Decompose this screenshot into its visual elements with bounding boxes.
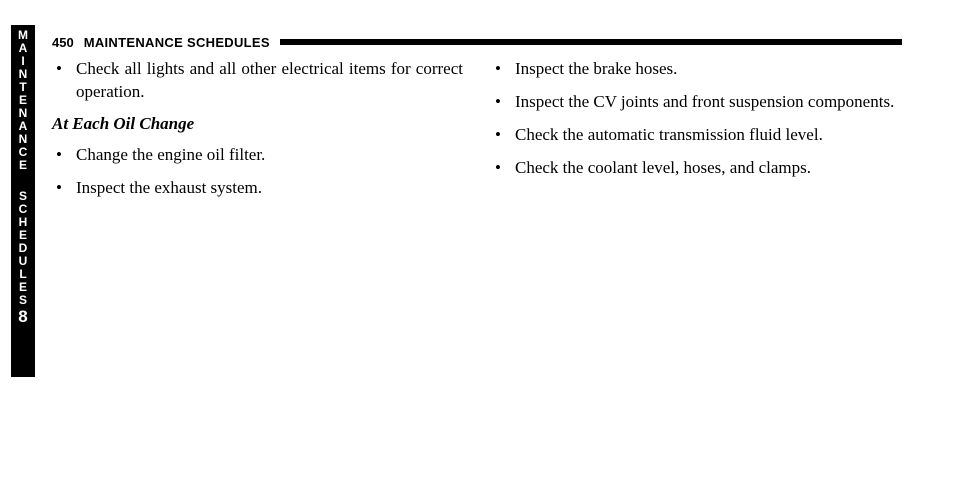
list-item: Inspect the brake hoses. [491,58,902,81]
list-item: Check the coolant level, hoses, and clam… [491,157,902,180]
right-column: Inspect the brake hoses. Inspect the CV j… [491,58,902,210]
bullet-list: Check all lights and all other electrica… [52,58,463,104]
list-item: Inspect the CV joints and front suspensi… [491,91,902,114]
bullet-list: Change the engine oil filter. Inspect the… [52,144,463,200]
header-rule [280,39,902,45]
side-tab-word-maintenance: MAINTENANCE [18,29,28,172]
list-item: Inspect the exhaust system. [52,177,463,200]
list-item: Check the automatic transmission fluid l… [491,124,902,147]
content-area: Check all lights and all other electrica… [52,58,902,210]
subheading-oil-change: At Each Oil Change [52,114,463,134]
list-item: Check all lights and all other electrica… [52,58,463,104]
left-column: Check all lights and all other electrica… [52,58,463,210]
page: MAINTENANCE SCHEDULES 8 450 MAINTENANCE … [0,0,954,500]
side-tab-chapter-number: 8 [18,308,27,326]
side-tab-word-schedules: SCHEDULES [19,190,28,307]
side-tab: MAINTENANCE SCHEDULES 8 [11,25,35,377]
page-header: 450 MAINTENANCE SCHEDULES [52,33,902,51]
list-item: Change the engine oil filter. [52,144,463,167]
page-number: 450 [52,35,74,50]
page-header-title: MAINTENANCE SCHEDULES [84,35,270,50]
bullet-list: Inspect the brake hoses. Inspect the CV j… [491,58,902,180]
